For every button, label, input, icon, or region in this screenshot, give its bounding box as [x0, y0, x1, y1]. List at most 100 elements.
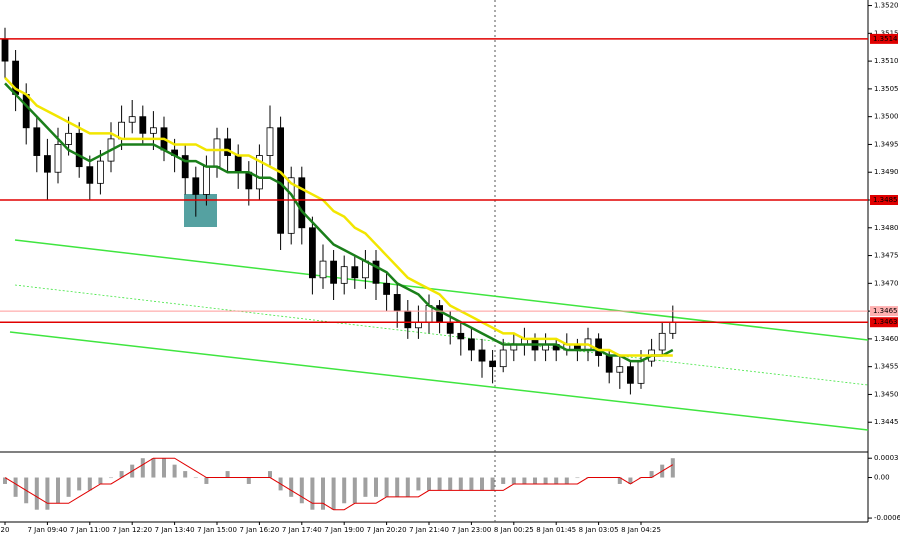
candle-body — [616, 366, 624, 373]
channel-middle — [14, 284, 869, 386]
current-price-label: 1.3465 — [873, 307, 898, 315]
macd-bar — [109, 477, 113, 479]
macd-bar — [299, 477, 304, 504]
macd-bar — [628, 477, 633, 484]
macd-bar — [183, 471, 188, 478]
macd-tick-label: -0.00063 — [874, 514, 900, 522]
macd-bar — [98, 477, 103, 484]
x-tick-label: 7 Jan 13:40 — [155, 526, 195, 534]
macd-bar — [416, 477, 421, 491]
macd-bar — [87, 477, 92, 491]
y-tick-label: 1.3490 — [874, 168, 899, 176]
candle-body — [192, 177, 200, 195]
candle-body — [436, 305, 444, 323]
macd-bar — [352, 477, 357, 504]
macd-bar — [140, 458, 145, 478]
y-tick-label: 1.3480 — [874, 224, 899, 232]
candle-body — [128, 116, 136, 123]
level-label-box — [870, 317, 898, 328]
candle-body — [266, 127, 274, 156]
macd-bar — [448, 477, 453, 491]
candle-body — [595, 338, 602, 356]
macd-bar — [533, 477, 537, 484]
level-label: 1.3463 — [873, 318, 898, 326]
macd-bar — [543, 477, 548, 484]
x-tick-label: 20 — [1, 526, 10, 534]
candle-body — [457, 332, 465, 340]
macd-bar — [172, 464, 177, 478]
macd-bar — [501, 477, 506, 484]
macd-bar — [522, 477, 527, 484]
candle-body — [637, 360, 645, 384]
macd-bar — [490, 477, 495, 491]
y-tick-label: 1.3505 — [874, 85, 899, 93]
entry-zone — [184, 194, 217, 227]
candle-body — [44, 155, 51, 173]
candle-body — [298, 177, 306, 229]
candle-body — [33, 127, 41, 156]
macd-bar — [363, 477, 368, 497]
candle-body — [658, 332, 666, 351]
candle-body — [489, 360, 497, 368]
macd-bar — [670, 458, 675, 478]
x-tick-label: 8 Jan 00:25 — [494, 526, 534, 534]
macd-tick-label: 0.00 — [874, 474, 890, 482]
macd-bar — [77, 477, 82, 491]
macd-bar — [480, 477, 484, 491]
candle-body — [97, 160, 104, 184]
candle-body — [383, 282, 391, 295]
candle-body — [75, 132, 83, 168]
candle-body — [414, 321, 422, 329]
y-tick-label: 1.3515 — [874, 29, 899, 37]
macd-bar — [437, 477, 442, 491]
x-tick-label: 7 Jan 12:20 — [112, 526, 152, 534]
y-tick-label: 1.3455 — [874, 363, 899, 371]
macd-bar — [225, 471, 230, 478]
macd-bar — [331, 477, 336, 510]
channel-upper — [14, 239, 869, 341]
level-label: 1.3514 — [873, 35, 898, 43]
candle-body — [330, 260, 338, 284]
macd-bar — [310, 477, 315, 510]
y-tick-label: 1.3445 — [874, 418, 899, 426]
macd-bar — [13, 477, 18, 497]
macd-bar — [119, 471, 124, 478]
channel-lower — [9, 331, 869, 431]
candle-body — [234, 155, 242, 173]
candle-body — [446, 321, 454, 334]
candle-body — [467, 338, 475, 351]
y-tick-label: 1.3460 — [874, 335, 899, 343]
candle-body — [393, 294, 401, 312]
y-tick-label: 1.3500 — [874, 113, 899, 121]
candle-body — [54, 144, 62, 173]
macd-bar — [384, 477, 389, 497]
macd-bar — [66, 477, 71, 497]
x-tick-label: 7 Jan 11:00 — [70, 526, 110, 534]
macd-bar — [395, 477, 400, 497]
macd-bar — [246, 477, 251, 484]
candle-body — [478, 349, 486, 362]
moving-average — [4, 76, 673, 357]
macd-bar — [34, 477, 39, 510]
candle-body — [139, 116, 147, 134]
candle-body — [605, 355, 613, 373]
macd-bar — [617, 477, 622, 484]
macd-bar — [649, 471, 654, 478]
candle-body — [181, 155, 189, 179]
x-tick-label: 7 Jan 23:00 — [451, 526, 491, 534]
x-tick-label: 8 Jan 04:25 — [621, 526, 661, 534]
candle-body — [1, 38, 9, 62]
candle-body — [308, 227, 316, 279]
y-tick-label: 1.3470 — [874, 279, 899, 287]
level-label-box — [870, 195, 898, 205]
level-label: 1.3485 — [873, 196, 898, 204]
current-price-box — [870, 306, 898, 317]
y-tick-label: 1.3510 — [874, 57, 899, 65]
candle-body — [202, 166, 210, 195]
level-label-box — [870, 33, 898, 44]
macd-bar — [162, 458, 166, 478]
candle-body — [255, 155, 263, 190]
candle-body — [86, 166, 94, 184]
macd-bar — [554, 477, 559, 484]
